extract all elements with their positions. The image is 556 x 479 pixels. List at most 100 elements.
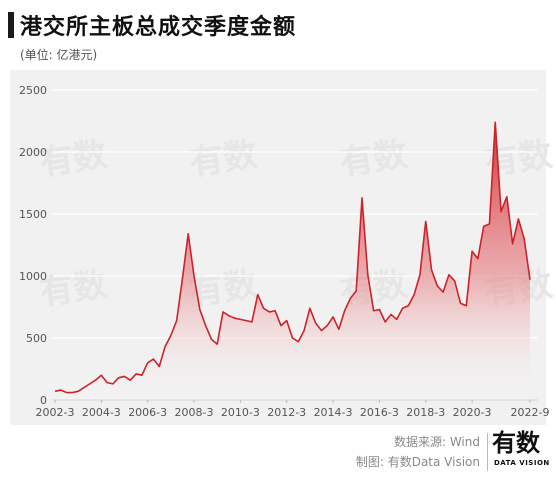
data-point [442, 291, 444, 293]
data-point [500, 210, 502, 212]
series-area [55, 122, 530, 401]
data-point [401, 307, 403, 309]
data-point [291, 337, 293, 339]
data-point [204, 324, 206, 326]
data-point [60, 389, 62, 391]
data-point [465, 305, 467, 307]
data-point [367, 274, 369, 276]
data-point [129, 379, 131, 381]
data-point [517, 218, 519, 220]
footer: 数据来源: Wind 制图: 有数Data Vision [300, 432, 480, 472]
data-point [65, 391, 67, 393]
data-point [89, 383, 91, 385]
data-point [309, 307, 311, 309]
data-point [112, 383, 114, 385]
data-point [170, 334, 172, 336]
data-point [488, 223, 490, 225]
data-point [384, 321, 386, 323]
data-point [233, 317, 235, 319]
data-point [257, 293, 259, 295]
data-point [141, 374, 143, 376]
data-point [106, 381, 108, 383]
data-point [245, 319, 247, 321]
data-point [123, 375, 125, 377]
footer-divider [487, 433, 488, 471]
data-point [413, 293, 415, 295]
data-point [158, 365, 160, 367]
data-point [280, 324, 282, 326]
data-point [216, 343, 218, 345]
unit-label: (单位: 亿港元) [20, 48, 98, 62]
data-point [83, 386, 85, 388]
y-tick-label: 1500 [19, 208, 47, 221]
x-tick-label: 2012-3 [267, 406, 306, 419]
watermark-text: 有数 [187, 135, 260, 184]
data-point [529, 279, 531, 281]
data-point [199, 308, 201, 310]
data-point [343, 310, 345, 312]
data-point [268, 311, 270, 313]
data-point [228, 314, 230, 316]
data-point [210, 338, 212, 340]
data-point [349, 297, 351, 299]
source-note: 数据来源: Wind [393, 435, 480, 449]
data-point [453, 280, 455, 282]
title-accent-bar [8, 12, 14, 38]
data-point [100, 374, 102, 376]
x-tick-label: 2004-3 [82, 406, 121, 419]
y-tick-label: 1000 [19, 270, 47, 283]
data-point [425, 220, 427, 222]
data-point [187, 233, 189, 235]
x-tick-label: 2008-3 [175, 406, 214, 419]
x-tick-label: 2006-3 [128, 406, 167, 419]
data-point [314, 322, 316, 324]
data-point [511, 243, 513, 245]
data-point [430, 269, 432, 271]
data-point [54, 390, 56, 392]
brand-logo-subtitle: DATA VISION [494, 459, 550, 467]
y-tick-label: 500 [26, 332, 47, 345]
y-tick-label: 2500 [19, 84, 47, 97]
data-point [251, 321, 253, 323]
data-point [135, 373, 137, 375]
data-point [448, 274, 450, 276]
watermark-text: 有数 [337, 135, 410, 184]
x-tick-label: 2016-3 [360, 406, 399, 419]
data-point [77, 390, 79, 392]
data-point [303, 329, 305, 331]
data-point [181, 277, 183, 279]
data-point [274, 310, 276, 312]
data-point [436, 285, 438, 287]
data-point [523, 238, 525, 240]
data-point [146, 362, 148, 364]
data-point [355, 290, 357, 292]
data-point [506, 195, 508, 197]
x-tick-label: 2018-3 [406, 406, 445, 419]
x-tick-label: 2020-3 [453, 406, 492, 419]
data-point [396, 318, 398, 320]
watermark-text: 有数 [37, 135, 110, 184]
data-point [262, 307, 264, 309]
x-tick-label: 2010-3 [221, 406, 260, 419]
y-axis-ticks: 0 500 1000 1500 2000 2500 [19, 84, 47, 407]
data-point [459, 302, 461, 304]
chart-title: 港交所主板总成交季度金额 [20, 15, 297, 40]
x-tick-label: 2022-9 [511, 406, 550, 419]
data-point [286, 319, 288, 321]
data-point [326, 324, 328, 326]
series-line [54, 121, 531, 394]
data-point [193, 275, 195, 277]
y-tick-label: 2000 [19, 146, 47, 159]
data-point [152, 358, 154, 360]
data-point [390, 313, 392, 315]
data-point [419, 274, 421, 276]
data-point [94, 379, 96, 381]
data-point [297, 341, 299, 343]
credit-note: 制图: 有数Data Vision [355, 455, 480, 469]
data-point [320, 329, 322, 331]
brand-logo: 有数 [492, 429, 540, 457]
data-point [71, 391, 73, 393]
data-point [118, 376, 120, 378]
data-point [407, 305, 409, 307]
